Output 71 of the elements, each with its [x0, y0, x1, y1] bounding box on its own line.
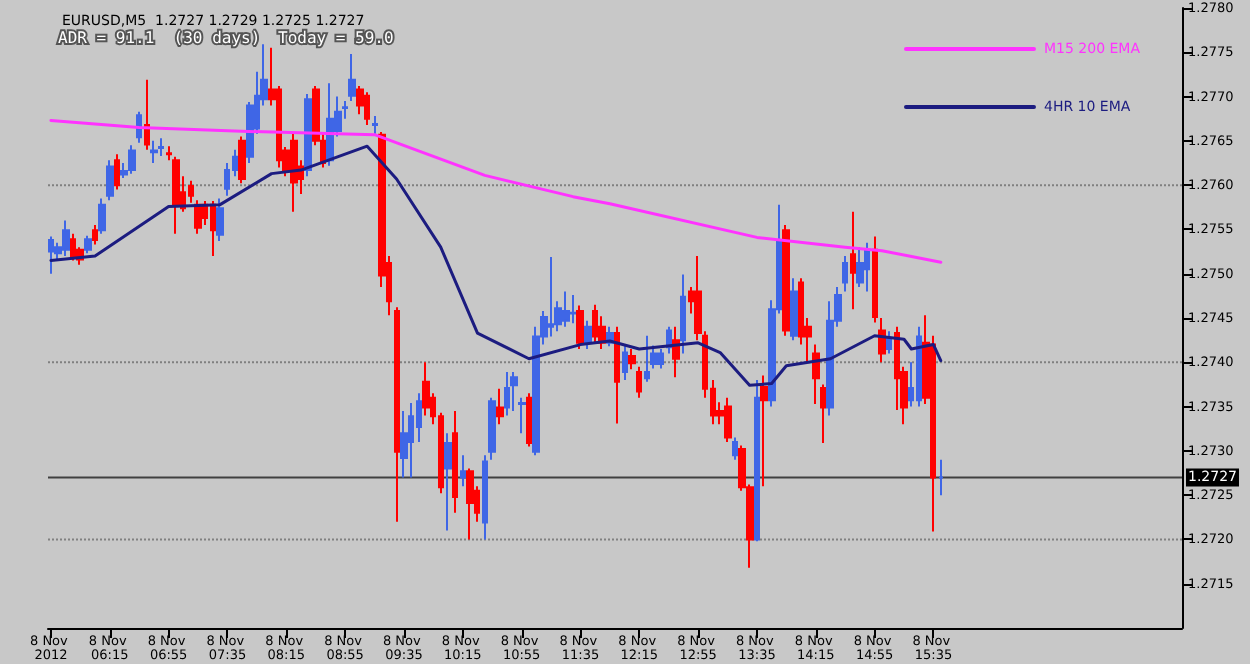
- candlestick: [576, 304, 584, 350]
- candlestick: [614, 325, 620, 425]
- candlestick: [724, 396, 732, 443]
- candlestick: [518, 396, 526, 435]
- candlestick: [62, 219, 70, 257]
- candlestick: [488, 396, 496, 461]
- candlestick: [106, 159, 114, 202]
- candlestick: [510, 371, 518, 412]
- candlestick: [48, 235, 54, 275]
- candlestick: [422, 361, 430, 417]
- candlestick: [732, 436, 738, 461]
- candlestick: [622, 343, 628, 381]
- candlestick: [592, 303, 598, 344]
- candlestick: [84, 234, 92, 255]
- candlestick: [114, 153, 120, 191]
- candlestick: [570, 293, 576, 325]
- candlestick: [444, 432, 452, 532]
- annotation: Today = 59.0: [278, 29, 394, 47]
- candlestick: [372, 115, 378, 135]
- candlestick: [658, 348, 664, 370]
- candlestick: [92, 224, 98, 246]
- candlestick: [482, 454, 488, 541]
- candlestick: [326, 82, 334, 167]
- candlestick: [128, 144, 136, 175]
- candlestick: [504, 371, 510, 417]
- candlestick: [216, 197, 224, 242]
- candlestick: [98, 197, 106, 235]
- candlestick: [636, 365, 642, 399]
- candlestick: [210, 200, 216, 257]
- candlestick: [144, 78, 150, 151]
- candlestick: [150, 139, 158, 164]
- candlestick: [158, 137, 164, 157]
- candlestick: [394, 306, 400, 523]
- candlestick: [466, 467, 474, 541]
- candlestick: [850, 210, 856, 311]
- candlestick: [628, 348, 636, 371]
- candlestick: [680, 273, 686, 355]
- candlestick: [754, 379, 760, 543]
- line-series: [49, 118, 943, 264]
- line-series: [49, 144, 943, 387]
- candlestick: [238, 135, 246, 185]
- candlestick: [290, 131, 298, 213]
- candlestick: [452, 410, 458, 514]
- candlestick: [782, 224, 790, 337]
- candlestick: [194, 199, 202, 235]
- candlestick: [842, 255, 848, 293]
- candlestick: [916, 325, 922, 408]
- candlestick: [562, 290, 570, 328]
- candlestick: [400, 410, 408, 479]
- annotation: ADR = 91.1 (30 days): [58, 29, 261, 47]
- candlestick: [70, 232, 76, 262]
- candlestick: [820, 383, 826, 444]
- candlestick: [348, 53, 356, 102]
- candlestick: [864, 241, 870, 293]
- candlestick: [760, 374, 768, 488]
- candlestick: [548, 255, 554, 338]
- candlestick: [584, 319, 592, 350]
- candlestick: [304, 92, 312, 178]
- candlestick: [188, 179, 194, 204]
- candlestick: [644, 334, 650, 383]
- candlestick: [364, 91, 370, 126]
- candlestick: [812, 343, 820, 405]
- candlestick: [938, 458, 944, 497]
- candlestick: [886, 330, 892, 355]
- candlestick: [496, 387, 504, 426]
- candlestick: [878, 317, 886, 364]
- candlestick: [460, 454, 466, 488]
- candlestick: [790, 277, 798, 342]
- candlestick: [526, 392, 532, 448]
- candlestick: [856, 246, 864, 288]
- candlestick: [872, 235, 878, 324]
